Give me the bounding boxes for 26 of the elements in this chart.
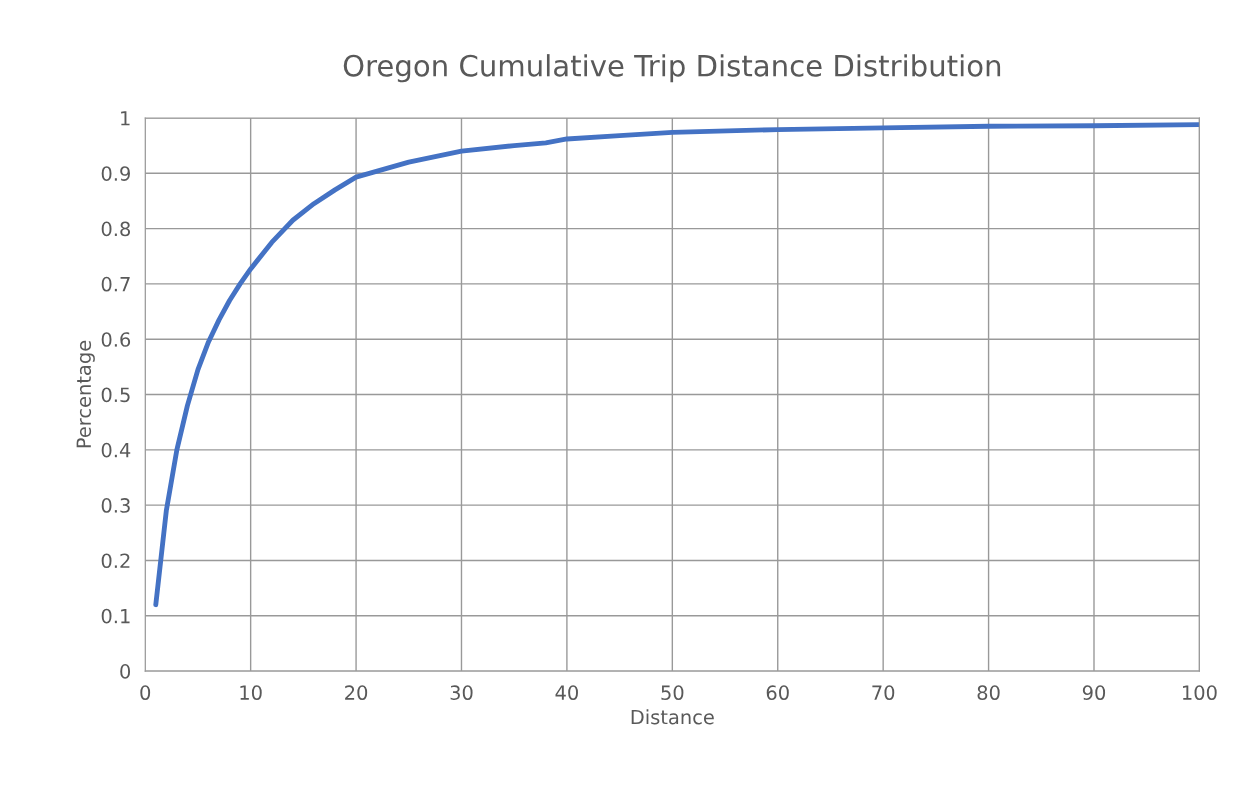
y-tick-label: 0.4 (101, 442, 131, 458)
x-tick-label: 0 (140, 685, 151, 701)
x-tick-label: 60 (766, 685, 789, 701)
x-tick-label: 20 (345, 685, 368, 701)
y-tick-label: 0.6 (101, 332, 131, 347)
x-tick-label: 40 (555, 685, 578, 701)
x-tick-label: 70 (872, 685, 895, 701)
y-tick-label: 0.9 (101, 166, 130, 181)
x-tick-label: 50 (661, 685, 684, 701)
y-tick-label: 0.7 (101, 276, 130, 292)
line-series (153, 122, 1200, 608)
x-tick-label: 80 (977, 685, 1000, 701)
y-tick-label: 0.3 (101, 498, 130, 513)
x-axis-title: Distance (631, 709, 714, 725)
y-tick-label: 1 (121, 111, 130, 126)
x-tick-label: 30 (450, 685, 473, 701)
y-tick-label: 0.1 (101, 608, 130, 624)
x-tick-label: 90 (1082, 685, 1106, 701)
y-axis-title: Percentage (76, 340, 95, 448)
y-tick-label: 0.5 (101, 387, 130, 403)
y-tick-label: 0.2 (101, 553, 130, 569)
x-tick-label: 10 (240, 685, 262, 701)
chart-title: Oregon Cumulative Trip Distance Distribution (343, 54, 1001, 83)
x-tick-label: 100 (1182, 685, 1217, 701)
y-tick-label: 0 (120, 664, 131, 679)
y-tick-label: 0.8 (101, 221, 131, 237)
